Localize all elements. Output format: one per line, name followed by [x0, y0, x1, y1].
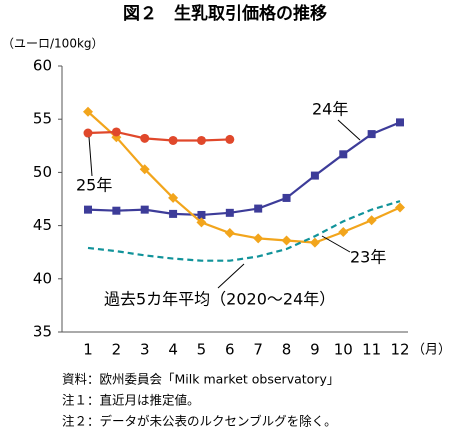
marker: [196, 135, 206, 145]
y-axis-label: （ユーロ/100kg）: [2, 37, 104, 51]
leader-line: [321, 235, 351, 253]
marker: [196, 217, 207, 228]
y-tick-label: 60: [33, 57, 52, 75]
marker: [111, 127, 121, 137]
x-tick-label: 11: [362, 341, 381, 359]
leader-line: [217, 263, 245, 289]
marker: [281, 235, 292, 246]
marker: [338, 226, 349, 237]
series-label: 23年: [350, 248, 386, 267]
marker: [140, 205, 149, 214]
series-line: [87, 110, 401, 244]
series-line: [87, 121, 401, 217]
note: 注２：データが未公表のルクセンブルグを除く。: [62, 414, 337, 429]
x-tick-label: 5: [197, 341, 207, 359]
x-tick-label: 3: [140, 341, 150, 359]
series-line: [87, 200, 401, 262]
x-tick-label: 4: [168, 341, 178, 359]
x-tick-label: 10: [334, 341, 353, 359]
leader-line: [337, 119, 361, 141]
marker: [253, 233, 264, 244]
marker: [139, 164, 150, 175]
x-tick-label: 8: [282, 341, 292, 359]
y-tick-label: 40: [33, 269, 52, 287]
marker: [168, 135, 178, 145]
marker: [140, 133, 150, 143]
marker: [309, 237, 320, 248]
y-tick-label: 55: [33, 110, 52, 128]
marker: [395, 202, 405, 213]
marker: [254, 204, 263, 213]
marker: [367, 130, 376, 139]
marker: [168, 192, 179, 203]
x-tick-label: 6: [225, 341, 235, 359]
marker: [282, 193, 291, 202]
y-tick-label: 50: [33, 163, 52, 181]
marker: [310, 171, 319, 180]
series-label: 25年: [76, 176, 112, 195]
series-line: [87, 130, 230, 142]
leader-line: [88, 136, 93, 177]
marker: [83, 106, 93, 117]
marker: [225, 208, 234, 217]
note: 資料：欧州委員会「Milk market observatory」: [62, 372, 339, 387]
marker: [396, 118, 404, 127]
x-tick-label: 1: [83, 341, 93, 359]
y-tick-label: 35: [33, 323, 52, 341]
note: 注１：直近月は推定値。: [62, 393, 200, 408]
x-tick-label: 7: [253, 341, 263, 359]
marker: [112, 206, 121, 215]
marker: [83, 128, 93, 138]
series-label: 過去5カ年平均（2020～24年）: [104, 290, 335, 309]
chart-title: 図２ 生乳取引価格の推移: [123, 3, 327, 24]
marker: [339, 150, 348, 159]
x-tick-label: 12: [390, 341, 409, 359]
x-tick-label: 9: [310, 341, 320, 359]
marker: [224, 228, 235, 239]
marker: [366, 215, 377, 226]
series-label: 24年: [312, 100, 348, 119]
x-tick-label: 2: [112, 341, 122, 359]
marker: [197, 210, 206, 219]
marker: [84, 205, 92, 214]
y-tick-label: 45: [33, 216, 52, 234]
marker: [225, 134, 235, 144]
x-axis-label: （月）: [412, 343, 450, 358]
marker: [169, 209, 178, 218]
